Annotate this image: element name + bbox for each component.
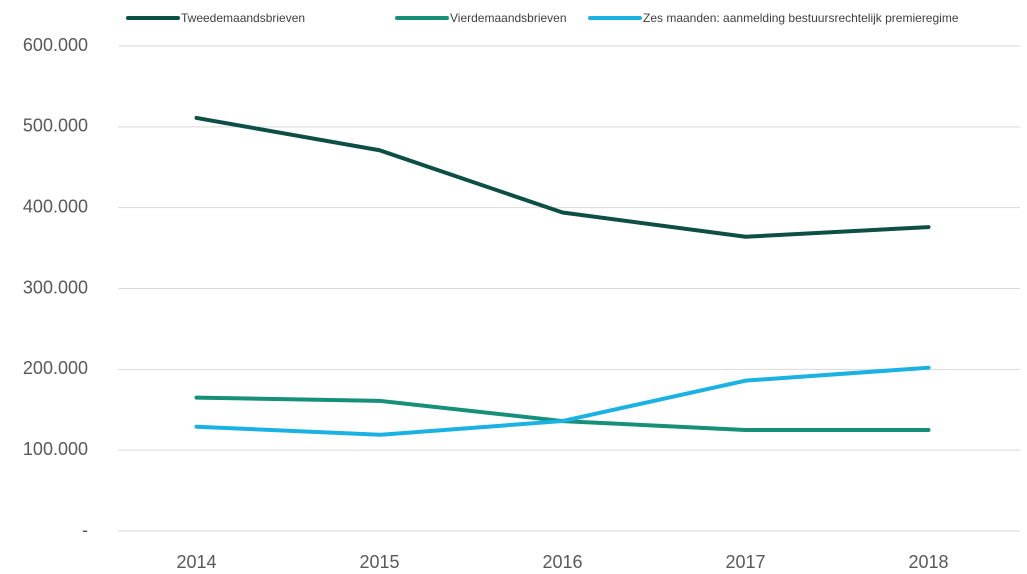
x-tick-label: 2018 <box>908 552 948 572</box>
series-line <box>194 365 931 437</box>
y-tick-label: 500.000 <box>23 116 88 136</box>
y-tick-label: - <box>82 520 88 540</box>
y-tick-label: 200.000 <box>23 358 88 378</box>
y-tick-label: 300.000 <box>23 277 88 297</box>
legend-label: Zes maanden: aanmelding bestuursrechteli… <box>643 11 959 25</box>
x-tick-label: 2016 <box>542 552 582 572</box>
y-tick-label: 600.000 <box>23 35 88 55</box>
y-tick-label: 100.000 <box>23 439 88 459</box>
series-line <box>194 395 931 432</box>
x-tick-label: 2015 <box>359 552 399 572</box>
x-tick-label: 2014 <box>176 552 216 572</box>
y-tick-label: 400.000 <box>23 196 88 216</box>
x-tick-label: 2017 <box>725 552 765 572</box>
legend-label: Tweedemaandsbrieven <box>181 11 305 25</box>
series-line <box>194 115 931 239</box>
legend-label: Vierdemaandsbrieven <box>450 11 567 25</box>
